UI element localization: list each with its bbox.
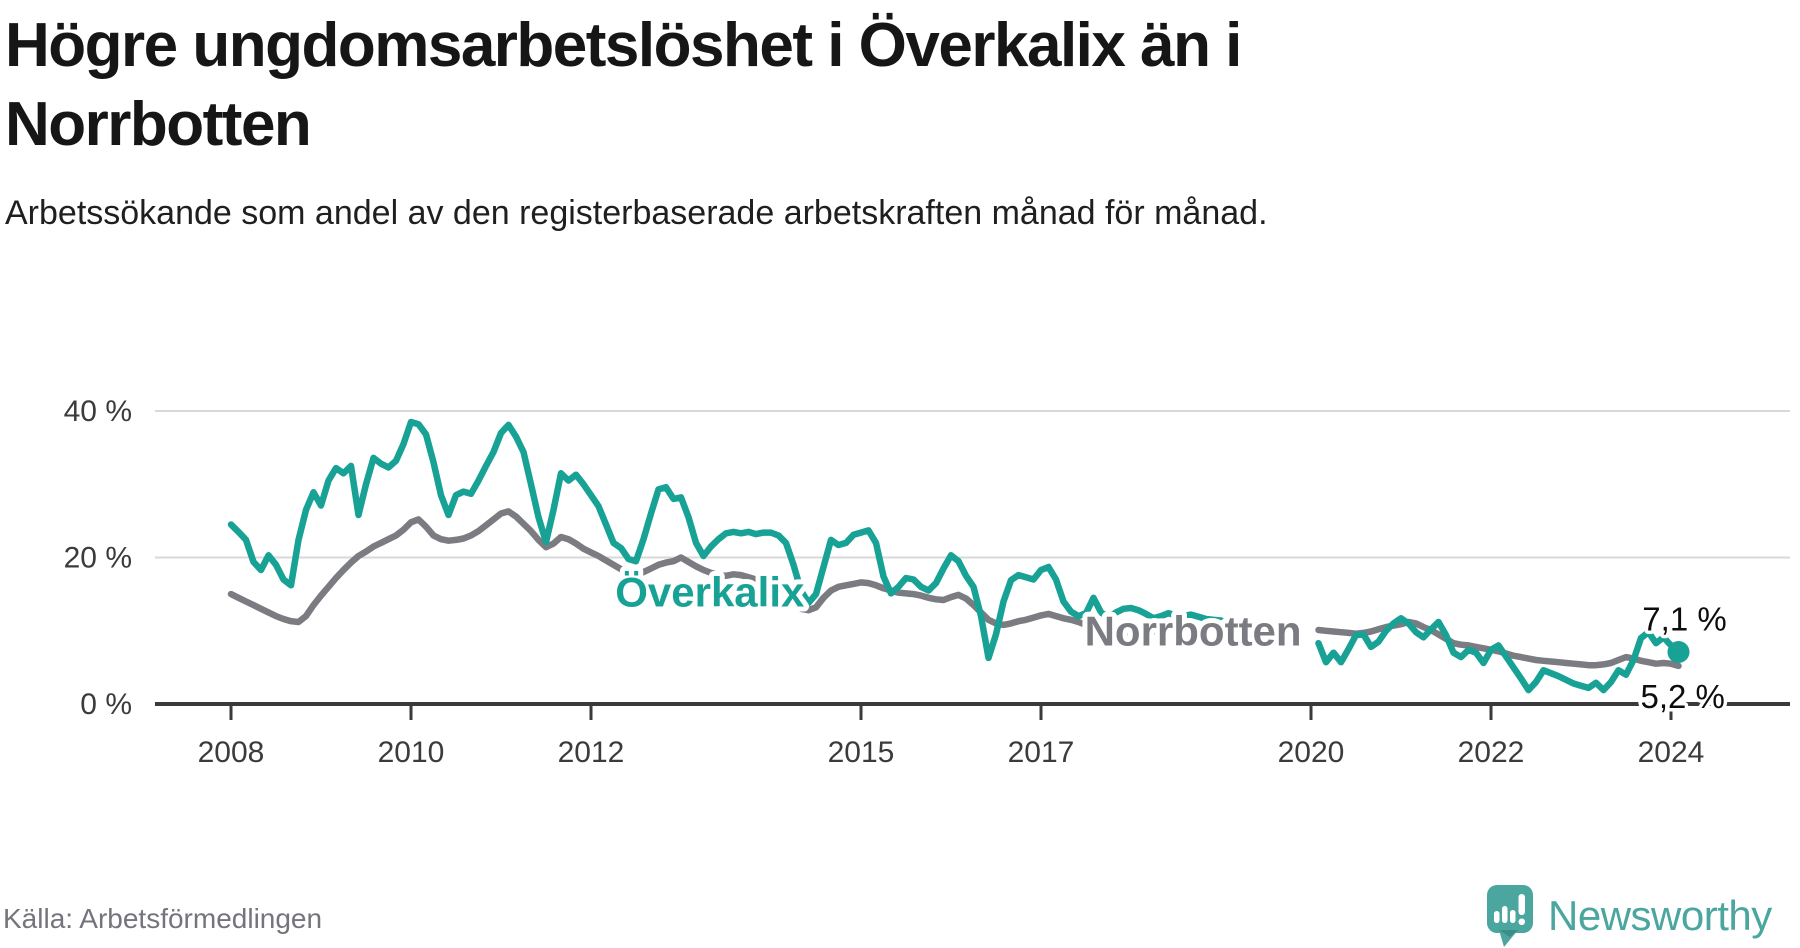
x-tick-label: 2017 — [1008, 736, 1075, 769]
y-tick-label: 0 % — [80, 688, 132, 721]
newsworthy-logo: Newsworthy — [1486, 885, 1772, 947]
x-tick-label: 2008 — [198, 736, 265, 769]
label-overkalix: Överkalix — [615, 569, 805, 616]
series-line-överkalix — [227, 418, 1225, 662]
series-line-överkalix — [1315, 615, 1682, 694]
newsworthy-bubble-icon — [1487, 885, 1533, 947]
y-tick-label: 40 % — [64, 395, 132, 428]
series-line-norrbotten — [227, 508, 1225, 637]
x-tick-label: 2022 — [1458, 736, 1525, 769]
series-end-dot-överkalix — [1667, 640, 1690, 663]
end-value-overkalix: 7,1 % — [1642, 601, 1726, 638]
chart-subtitle: Arbetssökande som andel av den registerb… — [5, 194, 1268, 232]
chart-title: Högre ungdomsarbetslöshet i Överkalix än… — [5, 6, 1455, 164]
x-tick-label: 2024 — [1638, 736, 1705, 769]
line-chart: 0 % 20 % 40 % 2008 2010 2012 2015 2017 2020 2022 2… — [64, 395, 1790, 769]
x-tick-label: 2015 — [828, 736, 895, 769]
end-value-norrbotten: 5,2 % — [1641, 678, 1725, 715]
label-norrbotten: Norrbotten — [1085, 607, 1302, 654]
x-tick-label: 2010 — [378, 736, 445, 769]
source-note: Källa: Arbetsförmedlingen — [3, 903, 323, 934]
newsworthy-wordmark: Newsworthy — [1548, 892, 1772, 939]
x-tick-label: 2020 — [1278, 736, 1345, 769]
x-tick-label: 2012 — [558, 736, 625, 769]
series-line-norrbotten — [1315, 618, 1682, 670]
y-tick-label: 20 % — [64, 542, 132, 575]
chart-title-line2: Norrbotten — [5, 90, 312, 159]
chart-title-line1: Högre ungdomsarbetslöshet i Överkalix än… — [5, 11, 1242, 80]
